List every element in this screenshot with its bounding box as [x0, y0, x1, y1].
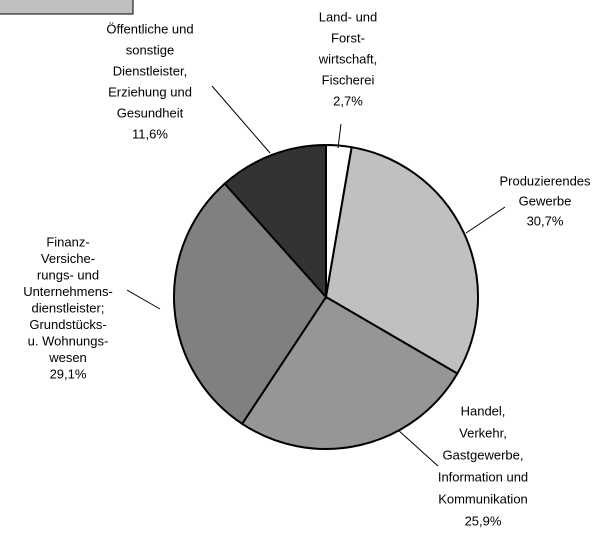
value-label: 2,7% [333, 93, 363, 108]
leader-line [465, 206, 506, 234]
value-label: 30,7% [527, 213, 564, 228]
leader-line [397, 429, 439, 467]
value-label: 29,1% [50, 366, 87, 381]
slice-label: Verkehr, [459, 425, 507, 440]
slice-label: Produzierendes [499, 173, 591, 188]
leader-line [211, 85, 271, 154]
slice-label: dienstleister; [32, 300, 105, 315]
slice-label: Fischerei [322, 72, 375, 87]
pie-slice [324, 146, 479, 375]
slice-label: Information und [438, 469, 528, 484]
slice-label: Forst- [331, 30, 365, 45]
slice-label: rungs- und [37, 267, 99, 282]
leader-line [126, 289, 161, 310]
slice-label: Handel, [461, 403, 506, 418]
slice-label: Land- und [319, 9, 378, 24]
value-label: 25,9% [465, 513, 502, 528]
pie-slice [173, 182, 328, 426]
slice-label: Kommunikation [438, 491, 528, 506]
pie-slice [223, 143, 327, 300]
slice-label: Versiche- [41, 251, 95, 266]
slice-label: Gesundheit [117, 105, 184, 120]
legend-box [0, 0, 134, 15]
slice-label: Öffentliche und [106, 21, 193, 36]
slice-label: u. Wohnungs- [28, 333, 109, 348]
slice-label: sonstige [126, 42, 174, 57]
slice-label: wirtschaft, [318, 51, 378, 66]
slice-label: Finanz- [46, 234, 89, 249]
slice-label: Erziehung und [108, 84, 192, 99]
slice-label: Dienstleister, [113, 63, 187, 78]
slice-label: Gewerbe [519, 193, 572, 208]
leader-line [337, 123, 342, 149]
slice-label: wesen [48, 350, 87, 365]
value-label: 11,6% [132, 126, 168, 141]
slice-label: Gastgewerbe, [443, 447, 524, 462]
pie-slice [240, 295, 459, 450]
slice-label: Grundstücks- [29, 317, 106, 332]
slice-label: Unternehmens- [23, 284, 113, 299]
